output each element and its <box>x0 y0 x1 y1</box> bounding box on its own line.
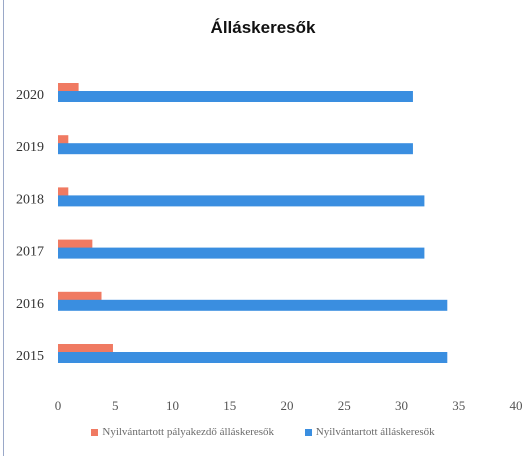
left-edge-rule <box>3 0 4 456</box>
bar-2017-series-1 <box>58 239 93 249</box>
legend-label-series-2: Nyilvántartott álláskeresők <box>315 426 435 438</box>
x-tick-label-35: 35 <box>452 398 465 413</box>
bar-2019-series-1 <box>58 135 69 145</box>
y-tick-label-2019: 2019 <box>16 140 44 155</box>
bar-2016-series-1 <box>58 291 102 301</box>
x-tick-label-0: 0 <box>55 398 62 413</box>
x-tick-label-25: 25 <box>338 398 351 413</box>
bar-2015-series-2 <box>58 352 448 363</box>
x-tick-label-10: 10 <box>166 398 179 413</box>
x-tick-label-20: 20 <box>281 398 294 413</box>
y-tick-label-2017: 2017 <box>16 245 44 260</box>
chart-title: Álláskeresők <box>210 18 316 37</box>
bar-2017-series-2 <box>58 247 425 259</box>
legend-item-series-2: Nyilvántartott álláskeresők <box>304 426 435 438</box>
y-tick-label-2015: 2015 <box>16 349 44 364</box>
y-tick-label-2018: 2018 <box>16 192 44 207</box>
bar-2016-series-2 <box>58 299 448 311</box>
x-tick-label-30: 30 <box>395 398 408 413</box>
bar-2020-series-2 <box>58 91 413 102</box>
legend-item-series-1: Nyilvántartott pályakezdő álláskeresők <box>91 426 274 438</box>
legend-swatch-series-1 <box>91 428 99 436</box>
x-tick-label-15: 15 <box>223 398 236 413</box>
y-tick-label-2020: 2020 <box>16 88 44 103</box>
bar-2018-series-2 <box>58 195 425 207</box>
x-tick-label-40: 40 <box>510 398 523 413</box>
bar-2015-series-1 <box>58 344 113 353</box>
x-tick-label-5: 5 <box>112 398 119 413</box>
legend-label-series-1: Nyilvántartott pályakezdő álláskeresők <box>102 426 275 438</box>
y-tick-label-2016: 2016 <box>16 297 44 312</box>
legend: Nyilvántartott pályakezdő álláskeresők N… <box>0 426 526 438</box>
bar-2019-series-2 <box>58 143 413 155</box>
bar-2018-series-1 <box>58 187 69 197</box>
bar-2020-series-1 <box>58 83 79 92</box>
legend-swatch-series-2 <box>304 428 312 436</box>
